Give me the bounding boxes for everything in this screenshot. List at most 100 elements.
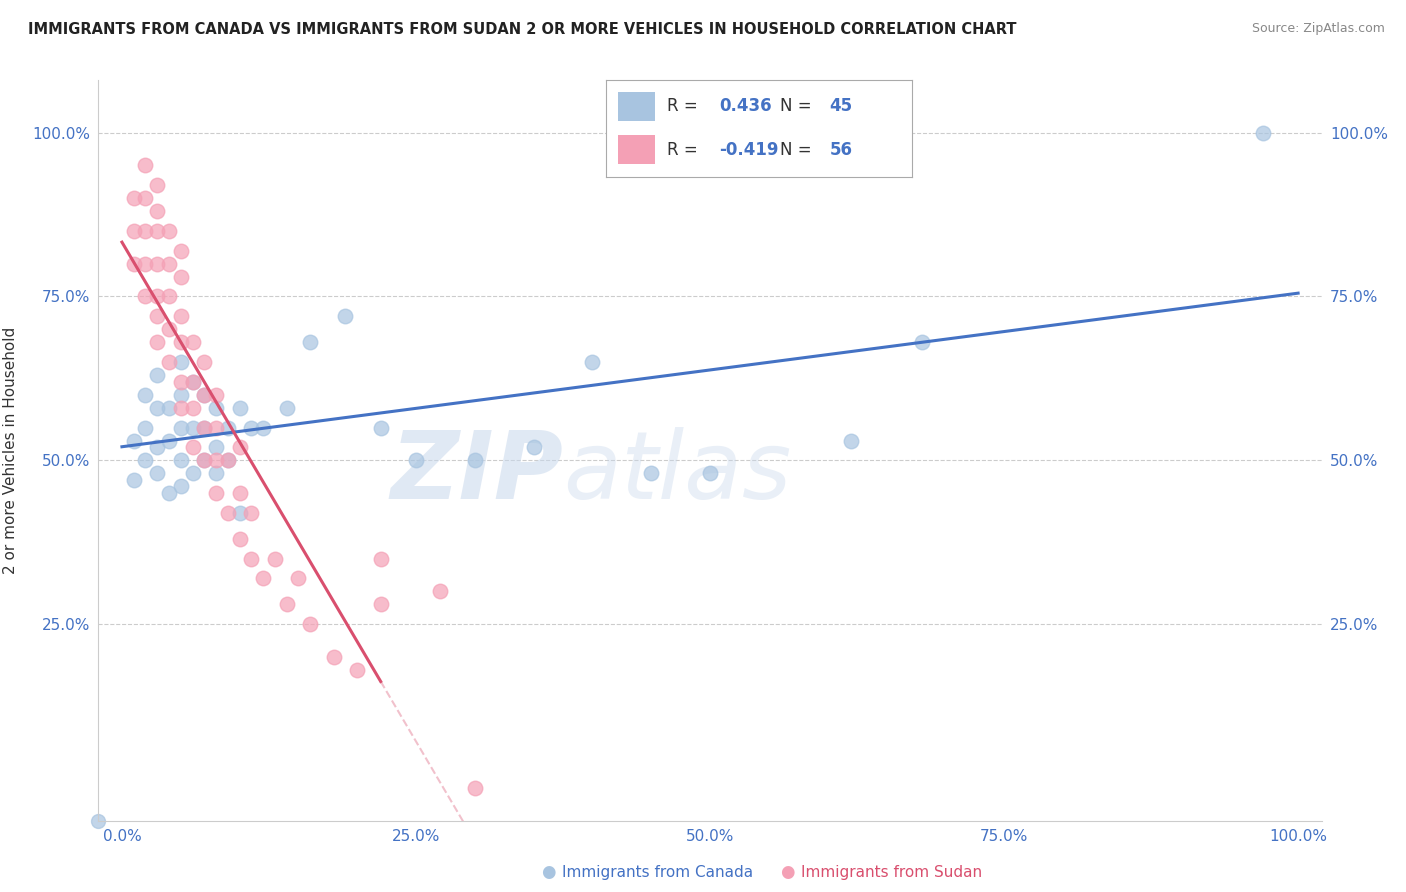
Point [193, 388, 215, 402]
Point [335, 309, 357, 323]
Point [157, 289, 180, 303]
Point [370, 551, 392, 566]
Point [146, 257, 169, 271]
Point [181, 420, 204, 434]
Point [170, 269, 193, 284]
Point [228, 532, 250, 546]
Point [240, 551, 263, 566]
Point [134, 420, 156, 434]
Point [146, 204, 169, 219]
Point [228, 506, 250, 520]
Point [193, 420, 215, 434]
Point [839, 434, 862, 448]
Point [111, 780, 134, 795]
Point [370, 420, 392, 434]
Point [523, 440, 546, 454]
Text: Source: ZipAtlas.com: Source: ZipAtlas.com [1251, 22, 1385, 36]
Y-axis label: 2 or more Vehicles in Household: 2 or more Vehicles in Household [3, 326, 18, 574]
Point [170, 388, 193, 402]
Point [157, 434, 180, 448]
Point [299, 617, 322, 632]
Point [405, 453, 427, 467]
Point [170, 375, 193, 389]
Point [228, 440, 250, 454]
Point [464, 453, 486, 467]
Point [181, 335, 204, 350]
Point [181, 401, 204, 415]
Point [146, 289, 169, 303]
Point [240, 420, 263, 434]
Point [205, 388, 228, 402]
Point [217, 506, 239, 520]
Point [134, 224, 156, 238]
Text: ●: ● [541, 863, 555, 881]
Point [122, 191, 145, 205]
Point [276, 401, 298, 415]
Point [205, 453, 228, 467]
Point [217, 420, 239, 434]
Point [146, 440, 169, 454]
Point [170, 309, 193, 323]
Point [193, 453, 215, 467]
Point [170, 479, 193, 493]
Point [122, 224, 145, 238]
Point [228, 486, 250, 500]
Point [157, 401, 180, 415]
Point [134, 191, 156, 205]
Point [217, 453, 239, 467]
Point [640, 467, 662, 481]
Point [146, 335, 169, 350]
Point [193, 388, 215, 402]
Point [122, 257, 145, 271]
Text: ●: ● [780, 863, 794, 881]
Point [146, 309, 169, 323]
Point [170, 355, 193, 369]
Point [146, 178, 169, 193]
Point [276, 598, 298, 612]
Point [581, 355, 603, 369]
Text: IMMIGRANTS FROM CANADA VS IMMIGRANTS FROM SUDAN 2 OR MORE VEHICLES IN HOUSEHOLD : IMMIGRANTS FROM CANADA VS IMMIGRANTS FRO… [28, 22, 1017, 37]
Point [699, 467, 721, 481]
Point [193, 420, 215, 434]
Point [911, 335, 934, 350]
Point [157, 257, 180, 271]
Point [181, 375, 204, 389]
Point [170, 244, 193, 258]
Point [240, 506, 263, 520]
Point [205, 420, 228, 434]
Point [263, 551, 285, 566]
Text: Immigrants from Sudan: Immigrants from Sudan [801, 865, 983, 880]
Point [134, 388, 156, 402]
Point [134, 453, 156, 467]
Point [205, 486, 228, 500]
Point [1251, 126, 1274, 140]
Point [205, 401, 228, 415]
Point [464, 780, 486, 795]
Point [193, 453, 215, 467]
Point [252, 420, 274, 434]
Point [146, 467, 169, 481]
Point [122, 434, 145, 448]
Point [299, 335, 322, 350]
Text: ZIP: ZIP [391, 426, 564, 518]
Point [134, 289, 156, 303]
Point [146, 401, 169, 415]
Point [170, 453, 193, 467]
Point [217, 453, 239, 467]
Point [157, 355, 180, 369]
Point [134, 257, 156, 271]
Point [193, 355, 215, 369]
Point [157, 224, 180, 238]
Point [157, 322, 180, 336]
Point [429, 584, 451, 599]
Point [346, 663, 368, 677]
Point [322, 649, 344, 664]
Text: atlas: atlas [564, 427, 792, 518]
Point [170, 420, 193, 434]
Point [170, 401, 193, 415]
Point [287, 571, 309, 585]
Point [181, 375, 204, 389]
Point [370, 598, 392, 612]
Point [122, 473, 145, 487]
Point [170, 335, 193, 350]
